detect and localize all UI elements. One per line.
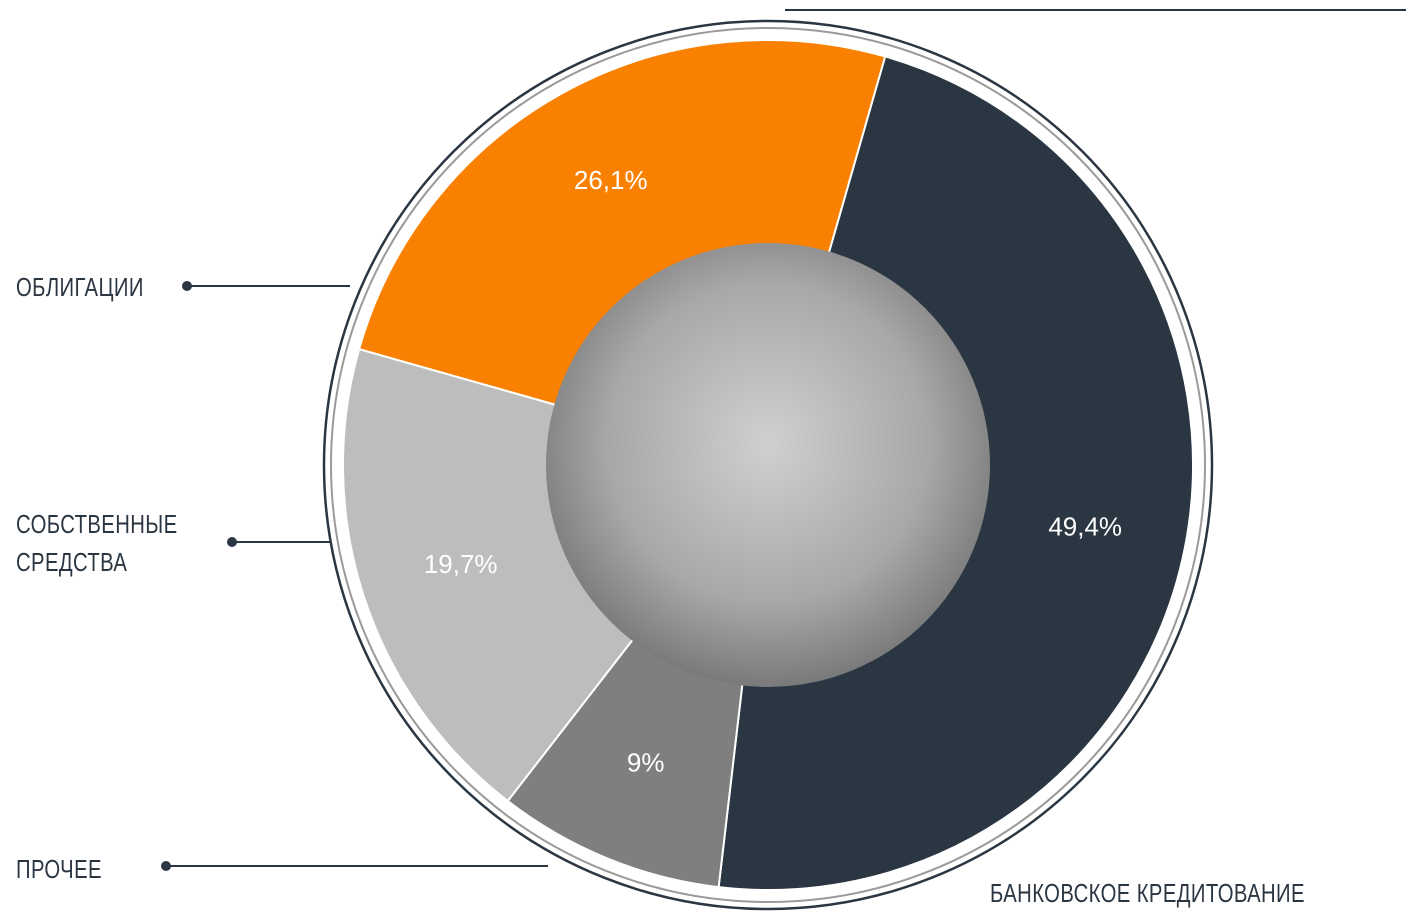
- legend-label: СОБСТВЕННЫЕ СРЕДСТВА: [16, 509, 178, 577]
- value-label: 9%: [627, 747, 665, 777]
- legend-label: ПРОЧЕЕ: [16, 854, 102, 884]
- leader-dot: [182, 281, 192, 291]
- legend-label: БАНКОВСКОЕ КРЕДИТОВАНИЕ: [990, 878, 1305, 908]
- value-label: 26,1%: [574, 165, 648, 195]
- value-label: 49,4%: [1048, 511, 1122, 541]
- legend-label: ОБЛИГАЦИИ: [16, 272, 144, 302]
- center-image: [546, 243, 990, 687]
- leader-dot: [227, 537, 237, 547]
- value-label: 19,7%: [424, 549, 498, 579]
- leader-dot: [161, 861, 171, 871]
- inner-ring: [330, 27, 1206, 903]
